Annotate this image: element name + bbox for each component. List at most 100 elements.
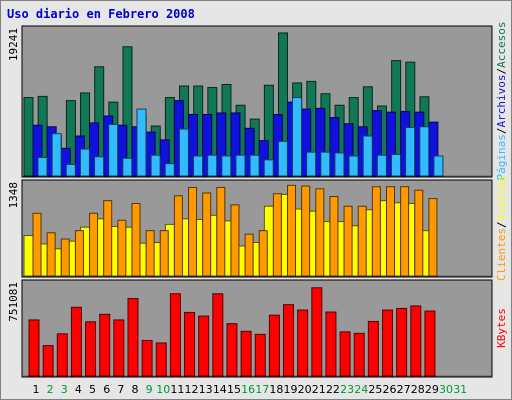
bar-kbytes-day-9	[141, 339, 153, 377]
bar-accesos-day-1	[23, 97, 34, 177]
bar-kbytes-day-3	[56, 333, 68, 377]
day-label-21: 21	[312, 383, 326, 396]
bar-kbytes-day-22	[325, 311, 337, 377]
bar-clientes-day-5	[89, 212, 99, 277]
bar-pginas-day-17	[263, 159, 274, 177]
bar-clientes-day-10	[159, 230, 169, 277]
day-label-2: 2	[47, 383, 54, 396]
bar-pginas-day-3	[65, 163, 76, 177]
bar-kbytes-day-26	[382, 309, 393, 377]
bar-pginas-day-20	[306, 151, 317, 177]
day-label-12: 12	[185, 383, 199, 396]
bar-clientes-day-24	[357, 205, 367, 277]
day-label-20: 20	[298, 383, 312, 396]
bar-pginas-day-25	[376, 154, 387, 177]
scale-max-label-1: 19241	[7, 28, 20, 61]
day-label-23: 23	[340, 383, 354, 396]
bar-clientes-day-27	[400, 186, 410, 277]
bar-kbytes-day-17	[254, 333, 266, 377]
bar-clientes-day-4	[74, 230, 84, 277]
bar-kbytes-day-1	[28, 319, 40, 377]
bar-kbytes-day-11	[169, 293, 181, 377]
bar-pginas-day-22	[334, 152, 345, 177]
bar-clientes-day-8	[131, 202, 141, 277]
day-label-9: 9	[146, 383, 153, 396]
bar-kbytes-day-16	[240, 330, 252, 377]
day-label-30: 30	[439, 383, 453, 396]
legend-entry: KBytes	[495, 308, 508, 348]
bar-pginas-day-4	[79, 148, 90, 177]
day-label-26: 26	[383, 383, 397, 396]
day-label-15: 15	[227, 383, 241, 396]
bar-pginas-day-7	[122, 157, 133, 177]
bar-clientes-day-9	[145, 230, 155, 277]
legend-1: Páginas/Archivos/Accesos	[495, 22, 508, 181]
bar-clientes-day-22	[329, 196, 339, 277]
day-label-4: 4	[75, 383, 82, 396]
bar-pginas-day-27	[405, 127, 416, 177]
bar-clientes-day-19	[287, 184, 297, 277]
bar-pginas-day-10	[164, 163, 175, 177]
bar-kbytes-day-29	[424, 310, 436, 377]
bar-clientes-day-28	[414, 189, 424, 277]
bar-pginas-day-12	[193, 155, 204, 177]
bar-pginas-day-23	[348, 155, 359, 177]
bar-kbytes-day-21	[311, 287, 323, 377]
bar-clientes-day-18	[272, 193, 282, 277]
bar-kbytes-day-2	[42, 345, 54, 377]
legend-entry: Clientes	[495, 228, 508, 281]
bar-kbytes-day-27	[396, 307, 408, 377]
day-label-13: 13	[199, 383, 213, 396]
bar-clientes-day-7	[117, 219, 127, 277]
day-label-25: 25	[368, 383, 382, 396]
bar-kbytes-day-6	[99, 313, 111, 377]
bar-kbytes-day-7	[113, 319, 125, 377]
bar-kbytes-day-14	[212, 293, 224, 377]
day-label-1: 1	[33, 383, 40, 396]
day-label-14: 14	[213, 383, 227, 396]
legend-entry: Accesos	[495, 22, 508, 68]
bar-pginas-day-24	[362, 135, 373, 177]
legend-entry: Páginas	[495, 134, 508, 180]
bar-visitas-day-1	[23, 235, 34, 277]
bar-clientes-day-29	[428, 198, 438, 277]
bar-kbytes-day-12	[184, 311, 196, 377]
legend-entry: Visitas	[495, 175, 508, 221]
bar-pginas-day-15	[235, 154, 246, 177]
bar-pginas-day-21	[320, 151, 331, 177]
bar-pginas-day-19	[292, 97, 303, 177]
scale-max-label-2: 1348	[7, 182, 20, 209]
scale-max-label-3: 751081	[7, 282, 20, 322]
bar-clientes-day-3	[60, 238, 70, 277]
day-label-31: 31	[453, 383, 467, 396]
bar-pginas-day-14	[221, 155, 232, 177]
bar-pginas-day-28	[419, 126, 430, 177]
legend-entry: /	[495, 221, 508, 228]
bar-clientes-day-26	[386, 186, 395, 277]
day-label-10: 10	[156, 383, 170, 396]
bar-kbytes-day-18	[268, 314, 280, 377]
day-label-29: 29	[425, 383, 439, 396]
bar-pginas-day-9	[150, 154, 161, 177]
legend-3: KBytes	[495, 308, 508, 348]
day-label-16: 16	[241, 383, 255, 396]
day-label-5: 5	[89, 383, 96, 396]
bar-kbytes-day-10	[155, 342, 167, 377]
day-label-17: 17	[255, 383, 269, 396]
bar-kbytes-day-8	[127, 298, 139, 377]
day-label-22: 22	[326, 383, 340, 396]
bar-pginas-day-8	[136, 108, 147, 177]
bar-clientes-day-13	[202, 192, 212, 277]
bar-clientes-day-2	[46, 232, 56, 277]
bar-clientes-day-15	[230, 204, 240, 277]
bar-clientes-day-23	[343, 205, 353, 277]
bar-kbytes-day-25	[367, 320, 379, 377]
day-label-11: 11	[170, 383, 184, 396]
bar-clientes-day-6	[103, 200, 113, 277]
bar-kbytes-day-23	[339, 331, 351, 377]
bar-kbytes-day-13	[198, 315, 210, 377]
day-label-8: 8	[131, 383, 138, 396]
bar-clientes-day-25	[371, 186, 381, 277]
bar-kbytes-day-4	[70, 306, 82, 377]
